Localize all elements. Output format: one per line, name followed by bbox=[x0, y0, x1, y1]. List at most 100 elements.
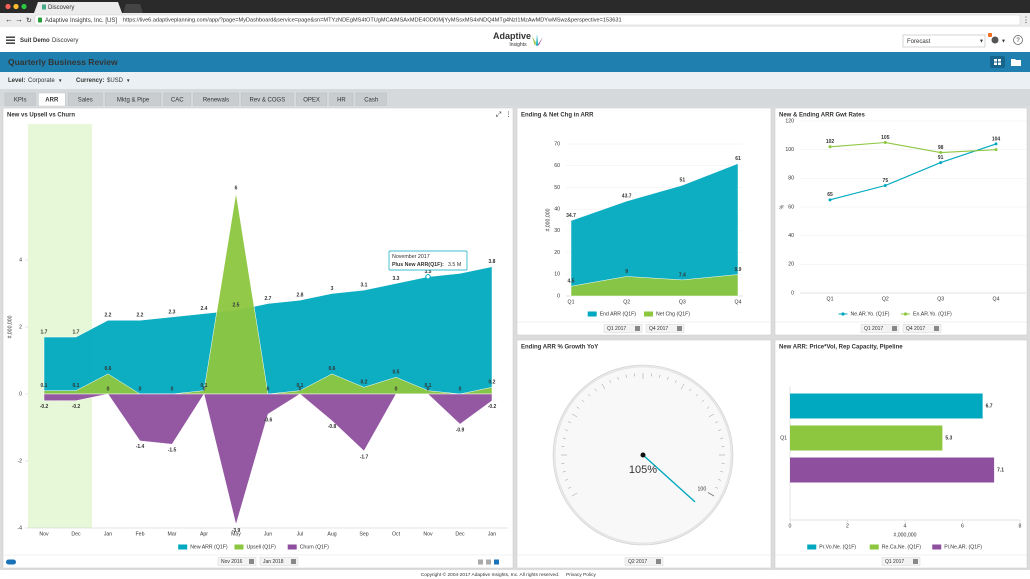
expand-icon[interactable]: ⤢ bbox=[496, 111, 502, 118]
x-axis-label: #,000,000 bbox=[893, 532, 916, 538]
panel-title: New vs Upsell vs Churn bbox=[7, 113, 75, 119]
browser-menu[interactable]: ⋮ bbox=[1022, 16, 1030, 25]
data-label: 0.6 bbox=[329, 366, 336, 372]
x-tick-label: Jul bbox=[297, 531, 304, 537]
line-marker bbox=[883, 141, 887, 144]
gauge-ring-dash bbox=[659, 374, 661, 378]
date-picker[interactable] bbox=[259, 557, 299, 566]
legend-label[interactable]: New ARR (Q1F) bbox=[190, 545, 228, 551]
toggle-icon[interactable] bbox=[6, 559, 16, 565]
filter-icon[interactable] bbox=[478, 559, 483, 565]
data-label: -1.5 bbox=[168, 448, 177, 454]
minimize-button[interactable] bbox=[13, 3, 19, 10]
calendar-icon bbox=[291, 559, 296, 564]
folder-button[interactable] bbox=[1011, 59, 1021, 66]
tab-label: KPIs bbox=[14, 97, 27, 103]
user-menu-arrow[interactable]: ▼ bbox=[1001, 38, 1006, 44]
legend-label[interactable]: Net Chg (Q1F) bbox=[656, 312, 690, 318]
user-icon[interactable] bbox=[991, 36, 999, 44]
data-label: 0.1 bbox=[425, 383, 432, 389]
legend-label[interactable]: En.AR.Yo. (Q1F) bbox=[913, 312, 952, 318]
gauge-ring-dash bbox=[571, 413, 578, 418]
data-label: 0 bbox=[395, 386, 398, 392]
settings-icon[interactable] bbox=[486, 559, 491, 565]
charts: New vs Upsell vs Churn Nov 2016 Jan 2018 -4… bbox=[2, 107, 1028, 569]
logo-text: Adaptive bbox=[493, 31, 531, 41]
calendar-icon bbox=[934, 326, 939, 331]
currency-arrow[interactable]: ▼ bbox=[126, 78, 130, 83]
data-label: -3.9 bbox=[232, 528, 241, 534]
tooltip-title: November 2017 bbox=[392, 254, 430, 260]
date-picker[interactable] bbox=[217, 557, 257, 566]
zoom-button[interactable] bbox=[21, 3, 27, 10]
help-icon[interactable] bbox=[1013, 35, 1023, 45]
close-button[interactable] bbox=[5, 3, 11, 10]
dropdown-arrow: ▼ bbox=[979, 39, 984, 45]
privacy-link[interactable]: Privacy Policy bbox=[566, 572, 596, 578]
y-tick-label: 20 bbox=[554, 250, 560, 256]
data-label: 2.5 bbox=[233, 303, 240, 309]
y-tick-label: 0 bbox=[791, 290, 794, 296]
new-tab[interactable] bbox=[123, 4, 143, 13]
date-picker-label: Q1 2017 bbox=[864, 326, 883, 332]
legend-label[interactable]: Re.Ca.Ne. (Q1F) bbox=[882, 545, 921, 551]
date-picker[interactable] bbox=[860, 324, 900, 333]
logo-subtext: Insights bbox=[509, 42, 527, 48]
currency-value[interactable]: $USD bbox=[107, 78, 124, 84]
x-tick-label: Feb bbox=[136, 531, 145, 537]
y-axis-label: #,000,000 bbox=[7, 315, 13, 338]
date-picker[interactable] bbox=[881, 557, 921, 566]
tab-label: HR bbox=[337, 97, 346, 103]
date-picker[interactable] bbox=[902, 324, 942, 333]
date-picker[interactable] bbox=[624, 557, 664, 566]
reload-button[interactable]: ↻ bbox=[26, 17, 32, 24]
version-dropdown[interactable] bbox=[902, 34, 986, 48]
data-label: 0 bbox=[203, 386, 206, 392]
data-label: 1.7 bbox=[73, 329, 80, 335]
back-button[interactable]: ← bbox=[5, 15, 13, 24]
date-picker-label: Jan 2018 bbox=[263, 559, 284, 565]
x-tick-label: Q2 bbox=[623, 299, 630, 305]
data-label: 0 bbox=[427, 386, 430, 392]
gauge-ring-dash bbox=[609, 379, 612, 383]
data-label: 2.4 bbox=[201, 306, 208, 312]
date-picker[interactable] bbox=[645, 324, 685, 333]
data-label: 9.9 bbox=[735, 267, 742, 273]
legend-label[interactable]: End ARR (Q1F) bbox=[600, 312, 637, 318]
export-icon[interactable] bbox=[494, 559, 499, 565]
browser-tab[interactable] bbox=[34, 2, 122, 13]
gauge-ring-dash bbox=[581, 399, 585, 403]
legend-label[interactable]: Pr.Vo.Ne. (Q1F) bbox=[819, 545, 856, 551]
app-name[interactable]: Discovery bbox=[52, 38, 78, 44]
legend-label[interactable]: Pi.Ne.AR. (Q1F) bbox=[944, 545, 982, 551]
y-axis-label: #,000,000 bbox=[545, 208, 551, 231]
hamburger[interactable] bbox=[6, 36, 15, 44]
y-tick-label: 40 bbox=[788, 233, 794, 239]
line-marker bbox=[828, 145, 832, 149]
version-label: Forecast bbox=[907, 39, 931, 45]
date-picker[interactable] bbox=[603, 324, 643, 333]
tab-title: Discovery bbox=[48, 5, 74, 11]
url-field[interactable] bbox=[34, 14, 1021, 26]
legend-label[interactable]: Churn (Q1F) bbox=[300, 545, 329, 551]
calendar-icon bbox=[635, 326, 640, 331]
x-tick-label: 4 bbox=[904, 523, 907, 529]
data-label: 0 bbox=[267, 386, 270, 392]
legend-label[interactable]: Upsell (Q1F) bbox=[247, 545, 277, 551]
gauge-ring-dash bbox=[706, 406, 710, 409]
grid-view-button[interactable] bbox=[990, 56, 1005, 68]
date-picker-label: Q1 2017 bbox=[885, 559, 904, 565]
legend-marker bbox=[903, 312, 908, 316]
forward-button[interactable]: → bbox=[15, 15, 23, 24]
y-axis-label: % bbox=[779, 204, 785, 209]
level-value[interactable]: Corporate bbox=[28, 78, 55, 84]
level-arrow[interactable]: ▼ bbox=[58, 78, 62, 83]
legend-label[interactable]: Ne.AR.Yo. (Q1F) bbox=[851, 312, 890, 318]
x-tick-label: Nov bbox=[423, 531, 433, 537]
dashboard-bar bbox=[0, 52, 1030, 72]
legend-swatch bbox=[178, 544, 188, 550]
panel-menu[interactable]: ⋮ bbox=[505, 111, 512, 118]
data-label: 2.3 bbox=[169, 309, 176, 315]
area bbox=[570, 274, 739, 297]
